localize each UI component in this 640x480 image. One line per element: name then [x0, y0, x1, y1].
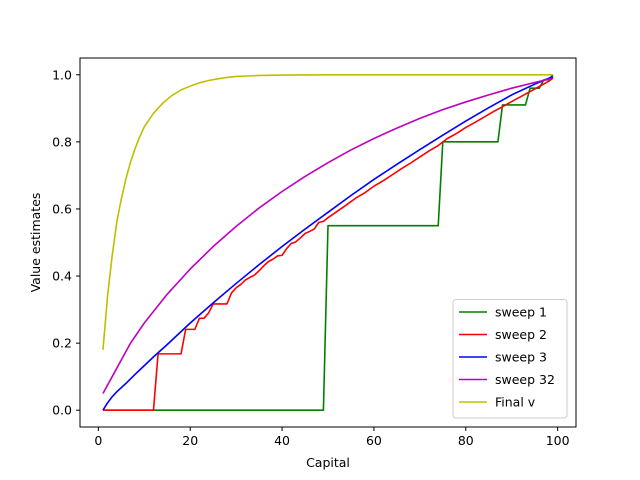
x-axis-label: Capital	[306, 455, 350, 470]
x-tick-label: 20	[182, 433, 198, 448]
series-line-sweep-3	[102, 75, 554, 411]
y-axis-label: Value estimates	[28, 193, 43, 293]
series-line-sweep-2	[102, 77, 554, 412]
legend-label-sweep-3: sweep 3	[495, 350, 547, 365]
plot-area-frame	[79, 57, 577, 428]
y-tick-label: 0.8	[52, 134, 72, 149]
x-tick-label: 0	[94, 433, 102, 448]
x-axis-ticks: 0 20 40 60 80 100	[94, 427, 570, 448]
x-tick-label: 40	[274, 433, 290, 448]
x-tick-label: 60	[366, 433, 382, 448]
x-tick-label: 80	[458, 433, 474, 448]
series-line-sweep-32	[102, 77, 554, 394]
legend-label-final-v: Final v	[495, 395, 536, 410]
y-tick-label: 0.2	[52, 336, 72, 351]
legend-label-sweep-1: sweep 1	[495, 305, 547, 320]
y-tick-label: 0.0	[52, 403, 72, 418]
y-axis-ticks: 0.0 0.2 0.4 0.6 0.8 1.0	[52, 67, 80, 418]
series-line-final-v	[102, 73, 554, 350]
legend-label-sweep-32: sweep 32	[495, 372, 555, 387]
legend: sweep 1 sweep 2 sweep 3 sweep 32 Final v	[452, 299, 568, 419]
y-tick-label: 0.6	[52, 201, 72, 216]
y-tick-label: 0.4	[52, 269, 72, 284]
x-tick-label: 100	[546, 433, 570, 448]
legend-label-sweep-2: sweep 2	[495, 327, 547, 342]
series-layer	[102, 73, 554, 412]
y-tick-label: 1.0	[52, 67, 72, 82]
legend-box	[452, 299, 568, 419]
